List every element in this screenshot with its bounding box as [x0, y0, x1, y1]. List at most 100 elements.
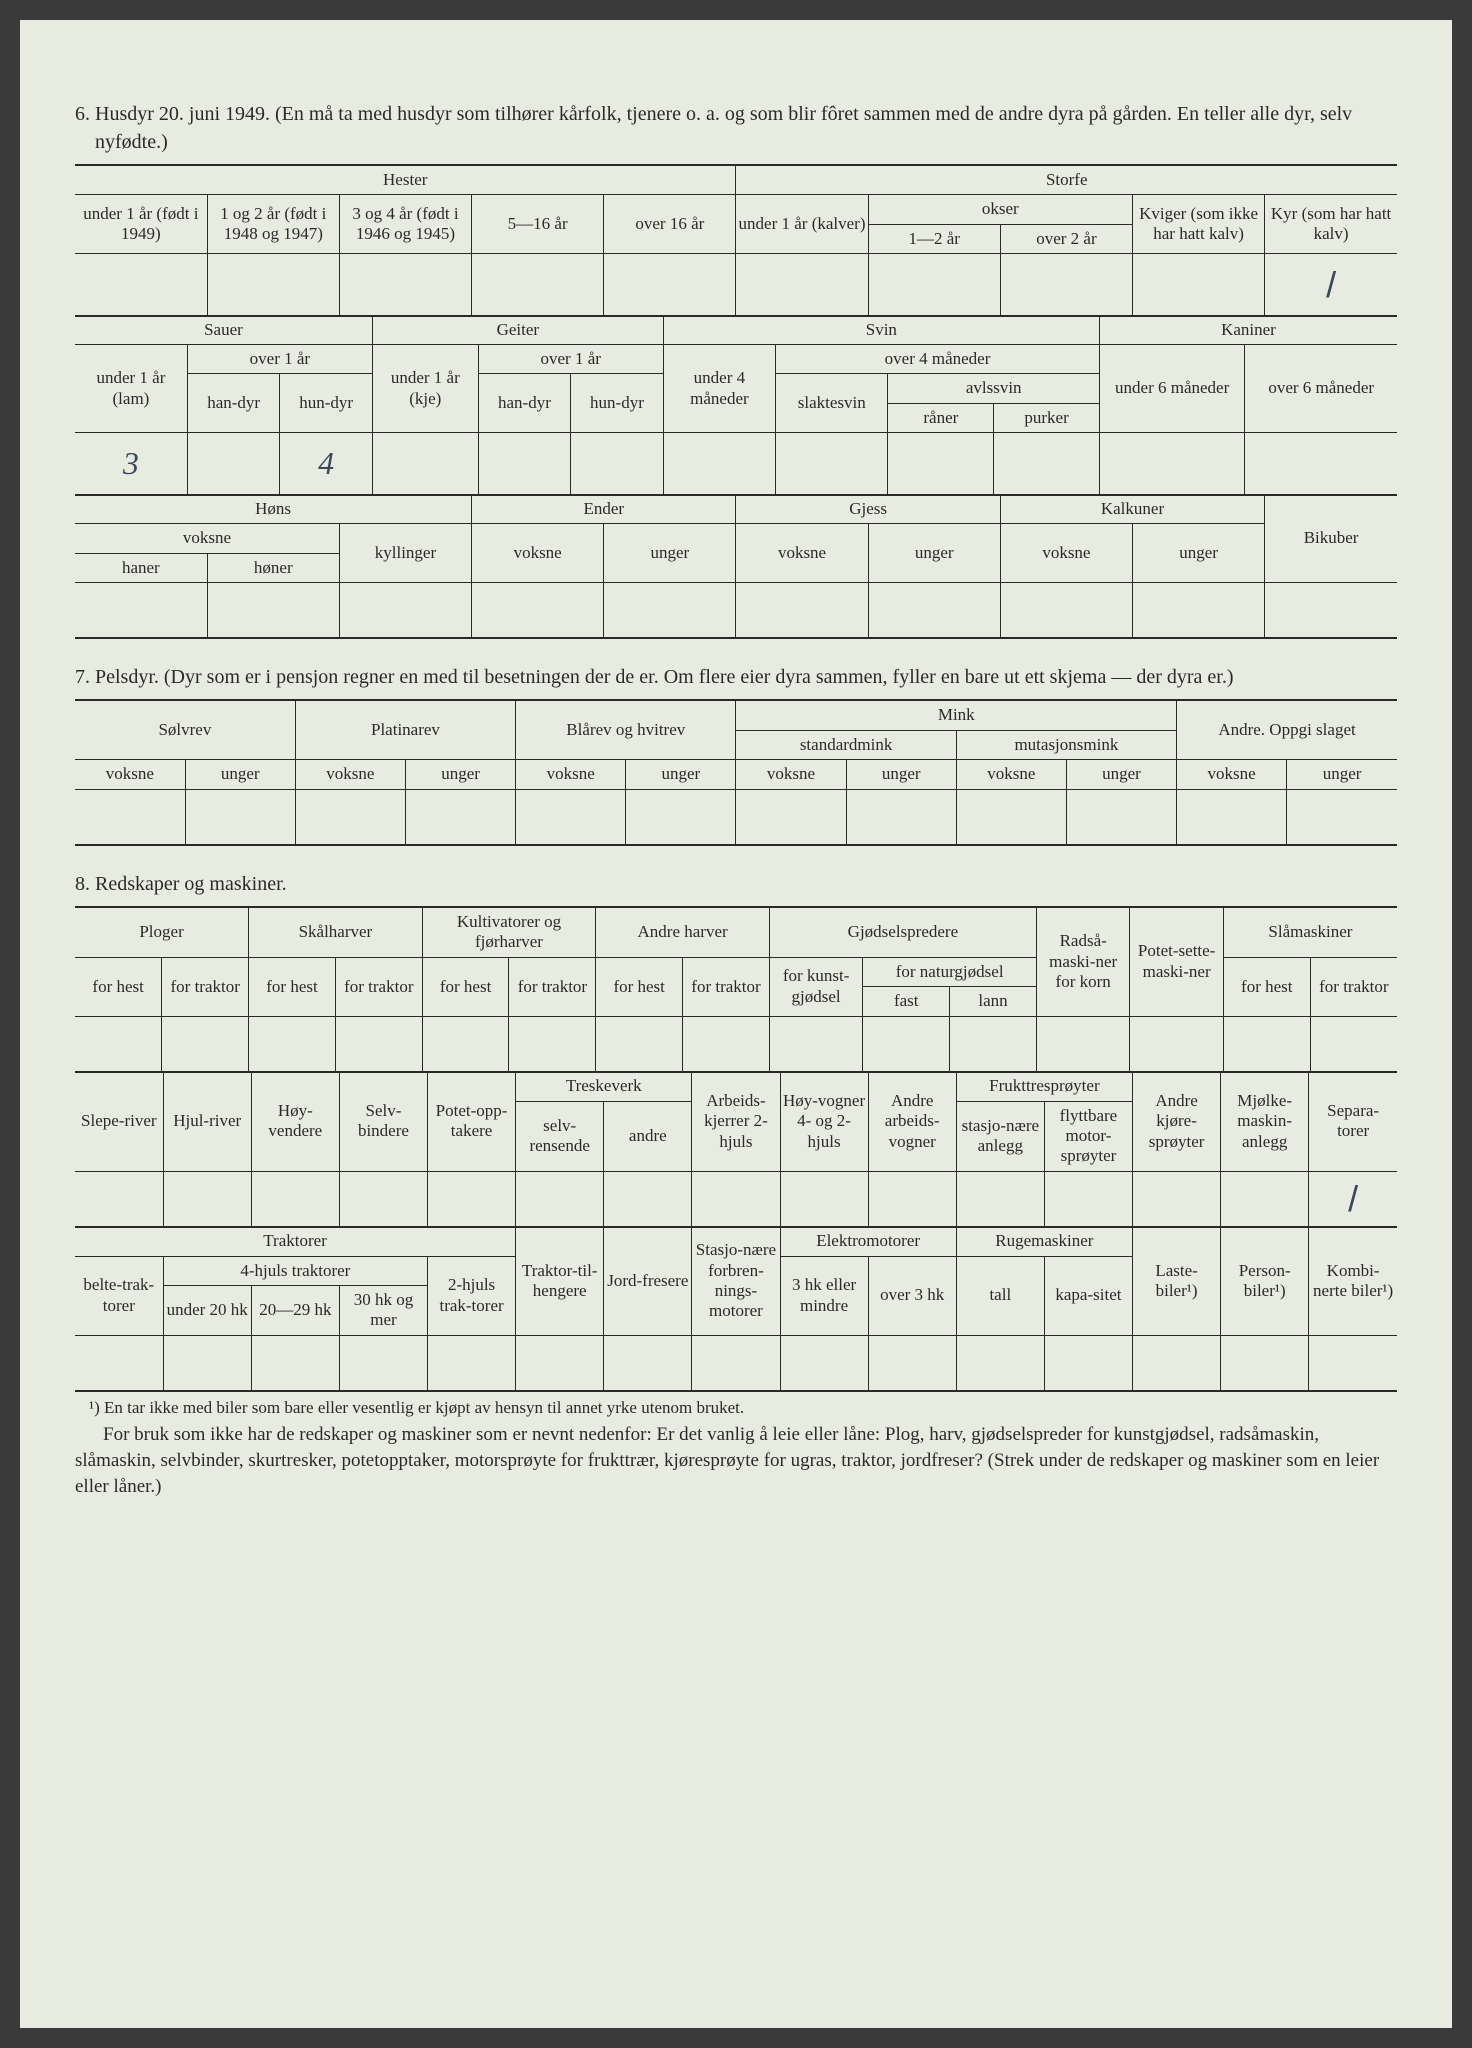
cell [1245, 433, 1397, 495]
col-okser-1-2: 1—2 år [868, 224, 1000, 253]
cell [516, 789, 626, 845]
col-unger: unger [626, 760, 736, 789]
section-7-title: 7. Pelsdyr. (Dyr som er i pensjon regner… [75, 663, 1397, 691]
col-forbrenning: Stasjo-nære forbren-nings-motorer [692, 1227, 780, 1335]
cell [868, 254, 1000, 316]
col-ruge-tall: tall [956, 1256, 1044, 1335]
col-potetsette: Potet-sette-maski-ner [1130, 907, 1223, 1016]
col-sla-hest: for hest [1223, 957, 1310, 1016]
col-sau-handyr: han-dyr [187, 374, 280, 433]
cell [339, 1335, 427, 1391]
cell [162, 1016, 249, 1072]
col-20-29hk: 20—29 hk [251, 1285, 339, 1335]
group-fruktspr: Frukttresprøyter [956, 1072, 1132, 1101]
col-ender-voksne: voksne [472, 524, 604, 583]
cell [187, 433, 280, 495]
cell [472, 582, 604, 638]
col-unger: unger [1287, 760, 1397, 789]
cell [692, 1171, 780, 1227]
col-sleperiver: Slepe-river [75, 1072, 163, 1171]
col-kanin-under6: under 6 måneder [1099, 345, 1244, 433]
group-kaniner: Kaniner [1099, 316, 1397, 345]
cell-hundyr-value: 4 [280, 433, 373, 495]
col-geit-hundyr: hun-dyr [571, 374, 664, 433]
col-mjolke: Mjølke-maskin-anlegg [1221, 1072, 1309, 1171]
group-storfe: Storfe [736, 165, 1397, 195]
cell [868, 582, 1000, 638]
col-voksne: voksne [516, 760, 626, 789]
col-lastebiler: Laste-biler¹) [1133, 1227, 1221, 1335]
col-geit-handyr: han-dyr [478, 374, 571, 433]
col-standardmink: standardmink [736, 730, 956, 759]
cell [604, 1171, 692, 1227]
cell [295, 789, 405, 845]
table-equipment-2: Slepe-river Hjul-river Høy-vendere Selv-… [75, 1072, 1397, 1228]
table-livestock-sheep-goats-pigs-rabbits: Sauer Geiter Svin Kaniner under 1 år (la… [75, 316, 1397, 496]
group-solvrev: Sølvrev [75, 700, 295, 759]
group-hester: Hester [75, 165, 736, 195]
cell [428, 1335, 516, 1391]
cell [1099, 433, 1244, 495]
group-mink: Mink [736, 700, 1177, 730]
cell [339, 254, 471, 316]
col-kyr: Kyr (som har hatt kalv) [1265, 195, 1397, 254]
cell-kyr-value: / [1265, 254, 1397, 316]
col-haner: haner [75, 553, 207, 582]
cell [339, 582, 471, 638]
col-kalk-voksne: voksne [1000, 524, 1132, 583]
cell [1000, 254, 1132, 316]
cell [692, 1335, 780, 1391]
group-rugemaskiner: Rugemaskiner [956, 1227, 1132, 1256]
col-sla-traktor: for traktor [1310, 957, 1397, 1016]
cell [868, 1171, 956, 1227]
col-elektro-over3: over 3 hk [868, 1256, 956, 1335]
table-equipment-3: Traktorer Traktor-til-hengere Jord-frese… [75, 1227, 1397, 1392]
cell [1221, 1335, 1309, 1391]
col-gjess-voksne: voksne [736, 524, 868, 583]
col-voksne: voksne [736, 760, 846, 789]
group-ploger: Ploger [75, 907, 249, 957]
col-jordfresere: Jord-fresere [604, 1227, 692, 1335]
col-bikuber: Bikuber [1265, 495, 1397, 583]
group-ender: Ender [472, 495, 736, 524]
cell [776, 433, 888, 495]
bottom-paragraph: For bruk som ikke har de redskaper og ma… [75, 1422, 1397, 1499]
col-mutasjonsmink: mutasjonsmink [956, 730, 1176, 759]
col-svin-over4: over 4 måneder [776, 345, 1100, 374]
cell [868, 1335, 956, 1391]
cell [1265, 582, 1397, 638]
section-6-title: 6. Husdyr 20. juni 1949. (En må ta med h… [75, 100, 1397, 156]
col-flyttbare: flyttbare motor-sprøyter [1044, 1101, 1132, 1171]
cell [163, 1171, 251, 1227]
col-lann: lann [950, 987, 1037, 1016]
group-skalharver: Skålharver [249, 907, 423, 957]
group-geiter: Geiter [372, 316, 663, 345]
group-kultivatorer: Kultivatorer og fjørharver [422, 907, 596, 957]
col-kult-traktor: for traktor [509, 957, 596, 1016]
cell [663, 433, 775, 495]
col-svin-under4: under 4 måneder [663, 345, 775, 433]
section-8-title: 8. Redskaper og maskiner. [75, 870, 1397, 898]
cell [780, 1335, 868, 1391]
cell [1287, 789, 1397, 845]
cell [1133, 254, 1265, 316]
cell [1177, 789, 1287, 845]
col-treske-andre: andre [604, 1101, 692, 1171]
col-30hk: 30 hk og mer [339, 1285, 427, 1335]
cell [888, 433, 994, 495]
cell [472, 254, 604, 316]
col-sauer-under1: under 1 år (lam) [75, 345, 187, 433]
col-selvbindere: Selv-bindere [339, 1072, 427, 1171]
col-voksne: voksne [75, 760, 185, 789]
col-potetopp: Potet-opp-takere [428, 1072, 516, 1171]
col-andre-hest: for hest [596, 957, 683, 1016]
col-geiter-over1: over 1 år [478, 345, 663, 374]
cell [596, 1016, 683, 1072]
cell [163, 1335, 251, 1391]
col-slaktesvin: slaktesvin [776, 374, 888, 433]
col-raner: råner [888, 403, 994, 432]
col-hest-3-4: 3 og 4 år (født i 1946 og 1945) [339, 195, 471, 254]
group-elektro: Elektromotorer [780, 1227, 956, 1256]
group-gjess: Gjess [736, 495, 1000, 524]
col-skal-hest: for hest [249, 957, 336, 1016]
